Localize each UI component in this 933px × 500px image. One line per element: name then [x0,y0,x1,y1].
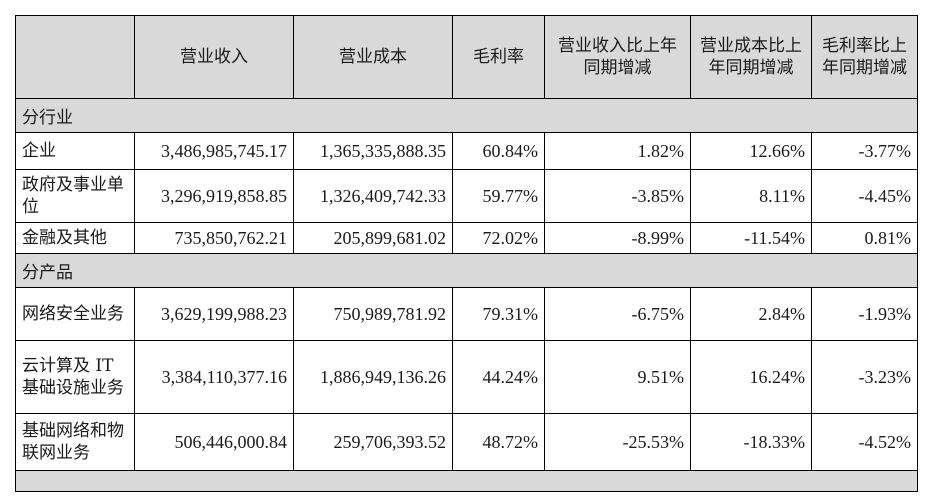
header-margin-change: 毛利率比上年同期增减 [811,15,918,99]
cost-cell: 205,899,681.02 [293,222,453,254]
revenue-cell: 506,446,000.84 [134,413,294,471]
margin-cell: 48.72% [452,413,545,471]
cost-cell: 259,706,393.52 [293,413,453,471]
margin-change-cell: -3.23% [811,340,918,414]
margin-change-cell: 0.81% [811,222,918,254]
margin-change-cell: -4.52% [811,413,918,471]
margin-change-cell: -1.93% [811,287,918,341]
margin-cell: 60.84% [452,132,545,170]
margin-change-cell: -4.45% [811,169,918,223]
section-title: 分行业 [15,98,918,133]
row-label: 金融及其他 [15,222,135,254]
revenue-change-cell: 1.82% [544,132,691,170]
header-row: 营业收入 营业成本 毛利率 营业收入比上年同期增减 营业成本比上年同期增减 毛利… [15,15,918,99]
row-label: 基础网络和物联网业务 [15,413,135,471]
cost-change-cell: 8.11% [690,169,812,223]
margin-cell: 44.24% [452,340,545,414]
revenue-change-cell: -8.99% [544,222,691,254]
header-revenue-change: 营业收入比上年同期增减 [544,15,691,99]
row-label: 网络安全业务 [15,287,135,341]
financial-table: 营业收入 营业成本 毛利率 营业收入比上年同期增减 营业成本比上年同期增减 毛利… [15,15,918,492]
margin-cell: 79.31% [452,287,545,341]
row-label: 云计算及 IT 基础设施业务 [15,340,135,414]
table-row: 基础网络和物联网业务 506,446,000.84 259,706,393.52… [15,413,918,471]
revenue-cell: 3,384,110,377.16 [134,340,294,414]
table-row: 政府及事业单位 3,296,919,858.85 1,326,409,742.3… [15,169,918,223]
row-label: 企业 [15,132,135,170]
revenue-change-cell: -3.85% [544,169,691,223]
header-cost-change: 营业成本比上年同期增减 [690,15,812,99]
revenue-cell: 3,486,985,745.17 [134,132,294,170]
cost-change-cell: 2.84% [690,287,812,341]
margin-cell: 72.02% [452,222,545,254]
revenue-cell: 3,629,199,988.23 [134,287,294,341]
next-section-cell [15,470,918,492]
header-revenue: 营业收入 [134,15,294,99]
cost-cell: 1,365,335,888.35 [293,132,453,170]
revenue-change-cell: 9.51% [544,340,691,414]
cost-change-cell: -11.54% [690,222,812,254]
section-row-product: 分产品 [15,253,918,288]
margin-cell: 59.77% [452,169,545,223]
table-row: 云计算及 IT 基础设施业务 3,384,110,377.16 1,886,94… [15,340,918,414]
table-row: 企业 3,486,985,745.17 1,365,335,888.35 60.… [15,132,918,170]
margin-change-cell: -3.77% [811,132,918,170]
revenue-change-cell: -25.53% [544,413,691,471]
revenue-cell: 3,296,919,858.85 [134,169,294,223]
cost-change-cell: 16.24% [690,340,812,414]
table-row: 金融及其他 735,850,762.21 205,899,681.02 72.0… [15,222,918,254]
header-empty [15,15,135,99]
cost-change-cell: 12.66% [690,132,812,170]
cost-cell: 1,886,949,136.26 [293,340,453,414]
next-section-row [15,470,918,492]
section-row-industry: 分行业 [15,98,918,133]
section-title: 分产品 [15,253,918,288]
revenue-cell: 735,850,762.21 [134,222,294,254]
header-gross-margin: 毛利率 [452,15,545,99]
cost-change-cell: -18.33% [690,413,812,471]
cost-cell: 1,326,409,742.33 [293,169,453,223]
revenue-change-cell: -6.75% [544,287,691,341]
row-label: 政府及事业单位 [15,169,135,223]
header-cost: 营业成本 [293,15,453,99]
cost-cell: 750,989,781.92 [293,287,453,341]
table-row: 网络安全业务 3,629,199,988.23 750,989,781.92 7… [15,287,918,341]
